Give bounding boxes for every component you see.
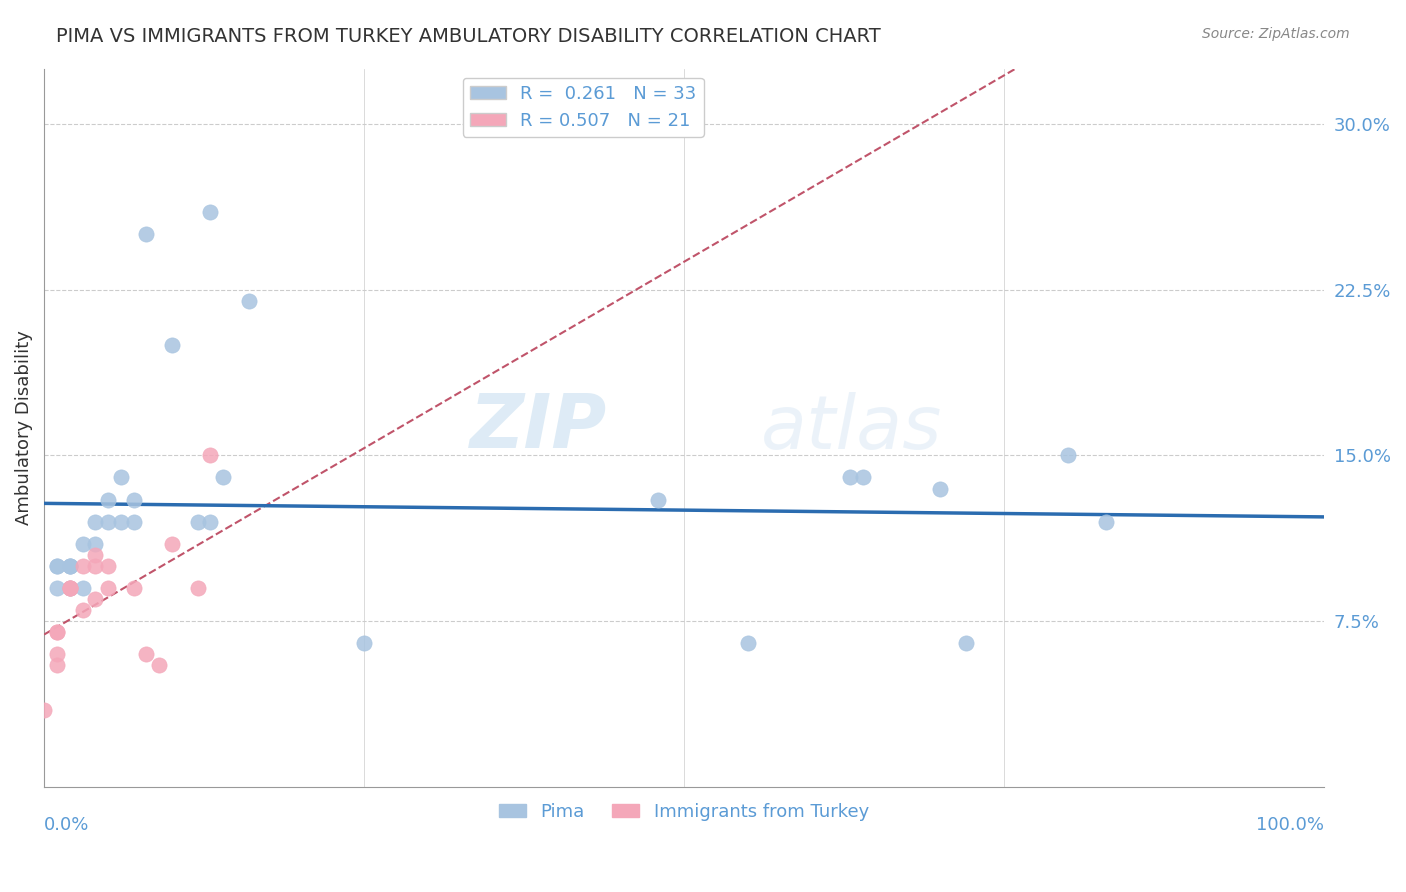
- Point: [72, 537, 94, 551]
- Point: [110, 470, 132, 484]
- Point: [122, 515, 145, 529]
- Point: [84, 592, 107, 607]
- Point: [45, 625, 67, 640]
- Point: [852, 470, 875, 484]
- Point: [59, 558, 82, 573]
- Point: [45, 581, 67, 595]
- Point: [122, 492, 145, 507]
- Point: [353, 636, 375, 650]
- Point: [135, 648, 157, 662]
- Point: [200, 448, 222, 462]
- Point: [160, 338, 183, 352]
- Point: [45, 558, 67, 573]
- Text: atlas: atlas: [761, 392, 942, 464]
- Point: [84, 558, 107, 573]
- Point: [187, 515, 209, 529]
- Point: [72, 558, 94, 573]
- Point: [84, 537, 107, 551]
- Point: [955, 636, 977, 650]
- Text: Source: ZipAtlas.com: Source: ZipAtlas.com: [1202, 27, 1350, 41]
- Point: [72, 581, 94, 595]
- Point: [160, 537, 183, 551]
- Text: PIMA VS IMMIGRANTS FROM TURKEY AMBULATORY DISABILITY CORRELATION CHART: PIMA VS IMMIGRANTS FROM TURKEY AMBULATOR…: [56, 27, 882, 45]
- Point: [45, 625, 67, 640]
- Point: [839, 470, 862, 484]
- Point: [122, 581, 145, 595]
- Point: [148, 658, 170, 673]
- Point: [59, 558, 82, 573]
- Point: [135, 227, 157, 242]
- Point: [97, 515, 120, 529]
- Point: [97, 492, 120, 507]
- Text: 0.0%: 0.0%: [44, 815, 90, 834]
- Point: [238, 293, 260, 308]
- Point: [212, 470, 235, 484]
- Point: [59, 558, 82, 573]
- Point: [737, 636, 759, 650]
- Text: 100.0%: 100.0%: [1256, 815, 1324, 834]
- Point: [59, 581, 82, 595]
- Point: [84, 548, 107, 562]
- Point: [45, 558, 67, 573]
- Point: [45, 658, 67, 673]
- Point: [200, 205, 222, 219]
- Point: [84, 515, 107, 529]
- Point: [929, 482, 952, 496]
- Point: [97, 581, 120, 595]
- Point: [97, 558, 120, 573]
- Point: [32, 702, 55, 716]
- Point: [110, 515, 132, 529]
- Point: [59, 581, 82, 595]
- Point: [647, 492, 669, 507]
- Legend: Pima, Immigrants from Turkey: Pima, Immigrants from Turkey: [492, 796, 876, 828]
- Point: [72, 603, 94, 617]
- Point: [187, 581, 209, 595]
- Point: [45, 648, 67, 662]
- Point: [59, 581, 82, 595]
- Point: [200, 515, 222, 529]
- Point: [1057, 448, 1080, 462]
- Text: ZIP: ZIP: [470, 392, 607, 464]
- Y-axis label: Ambulatory Disability: Ambulatory Disability: [15, 330, 32, 525]
- Point: [1095, 515, 1118, 529]
- Point: [59, 581, 82, 595]
